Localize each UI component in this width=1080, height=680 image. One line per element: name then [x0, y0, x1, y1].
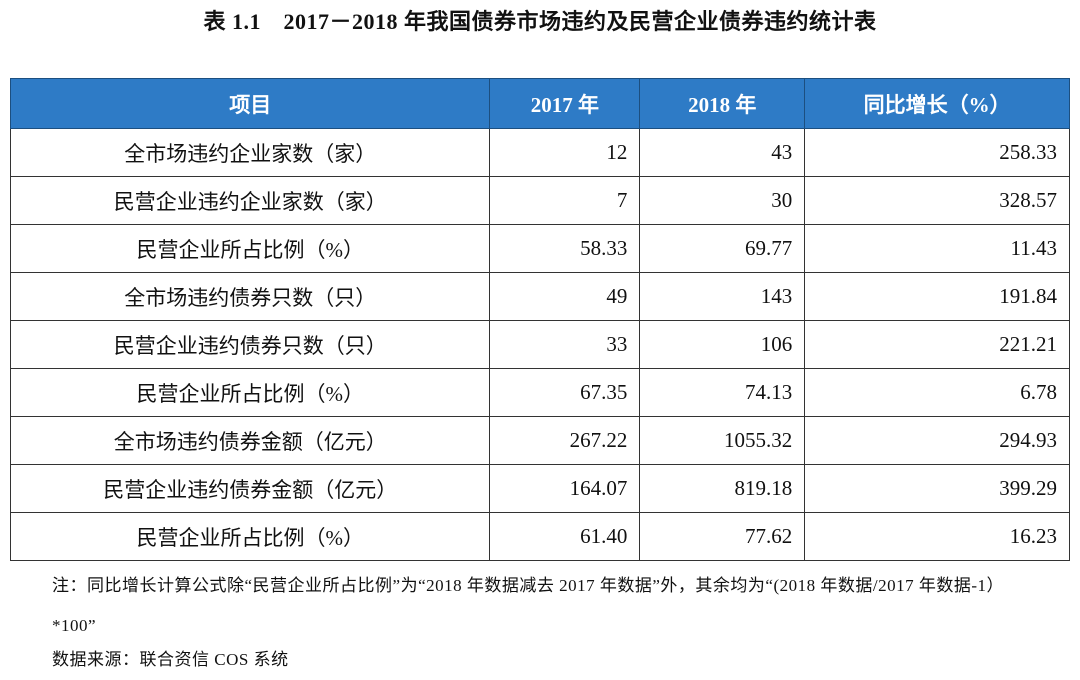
cell: 221.21 [804, 320, 1070, 369]
cell: 267.22 [489, 416, 641, 465]
cell: 16.23 [804, 512, 1070, 561]
cell: 164.07 [489, 464, 641, 513]
row-label: 民营企业所占比例（%） [9, 224, 491, 273]
row-label: 民营企业违约企业家数（家） [9, 176, 491, 225]
cell: 143 [639, 272, 806, 321]
data-table: 项目 2017 年 2018 年同比增长（%） 全市场违约企业家数（家） 12 43 25… [9, 78, 1070, 561]
cell: 43 [639, 128, 806, 177]
cell: 7 [489, 176, 641, 225]
cell: 49 [489, 272, 641, 321]
row-label: 民营企业违约债券只数（只） [9, 320, 491, 369]
table-row: 民营企业违约债券只数（只） 33 106 221.21 [9, 320, 1070, 369]
cell: 12 [489, 128, 641, 177]
row-label: 民营企业违约债券金额（亿元） [9, 464, 491, 513]
source-note: 数据来源：联合资信 COS 系统 [52, 650, 289, 669]
table-row: 民营企业所占比例（%） 61.40 77.62 16.23 [9, 512, 1070, 561]
table-body: 全市场违约企业家数（家） 12 43 258.33 民营企业违约企业家数（家） 7 30 32… [9, 128, 1070, 561]
row-label: 全市场违约债券金额（亿元） [9, 416, 491, 465]
table-row: 全市场违约债券金额（亿元） 267.22 1055.32 294.93 [9, 416, 1070, 465]
cell: 58.33 [489, 224, 641, 273]
cell: 258.33 [804, 128, 1070, 177]
cell: 11.43 [804, 224, 1070, 273]
cell: 69.77 [639, 224, 806, 273]
cell: 328.57 [804, 176, 1070, 225]
cell: 77.62 [639, 512, 806, 561]
cell: 106 [639, 320, 806, 369]
column-header: 2018 年 [639, 78, 806, 129]
table-title: 表 1.1 2017－2018 年我国债券市场违约及民营企业债券违约统计表 [203, 9, 877, 34]
cell: 33 [489, 320, 641, 369]
cell: 30 [639, 176, 806, 225]
cell: 74.13 [639, 368, 806, 417]
cell: 294.93 [804, 416, 1070, 465]
table-row: 全市场违约企业家数（家） 12 43 258.33 [9, 128, 1070, 177]
cell: 61.40 [489, 512, 641, 561]
cell: 1055.32 [639, 416, 806, 465]
header-row: 项目 2017 年 2018 年同比增长（%） [9, 78, 1070, 129]
table-row: 民营企业违约债券金额（亿元） 164.07 819.18 399.29 [9, 464, 1070, 513]
row-label: 民营企业所占比例（%） [9, 368, 491, 417]
cell: 819.18 [639, 464, 806, 513]
column-header: 2017 年 [489, 78, 641, 129]
table-row: 民营企业所占比例（%） 67.35 74.13 6.78 [9, 368, 1070, 417]
cell: 399.29 [804, 464, 1070, 513]
cell: 6.78 [804, 368, 1070, 417]
table-row: 民营企业所占比例（%） 58.33 69.77 11.43 [9, 224, 1070, 273]
row-label: 民营企业所占比例（%） [9, 512, 491, 561]
table-row: 全市场违约债券只数（只） 49 143 191.84 [9, 272, 1070, 321]
row-label: 全市场违约债券只数（只） [9, 272, 491, 321]
column-header: 同比增长（%） [804, 78, 1070, 129]
column-header: 项目 [9, 78, 491, 129]
cell: 67.35 [489, 368, 641, 417]
footnote: 注：同比增长计算公式除“民营企业所占比例”为“2018 年数据减去 2017 年… [52, 576, 1005, 635]
row-label: 全市场违约企业家数（家） [9, 128, 491, 177]
cell: 191.84 [804, 272, 1070, 321]
table-row: 民营企业违约企业家数（家） 7 30 328.57 [9, 176, 1070, 225]
